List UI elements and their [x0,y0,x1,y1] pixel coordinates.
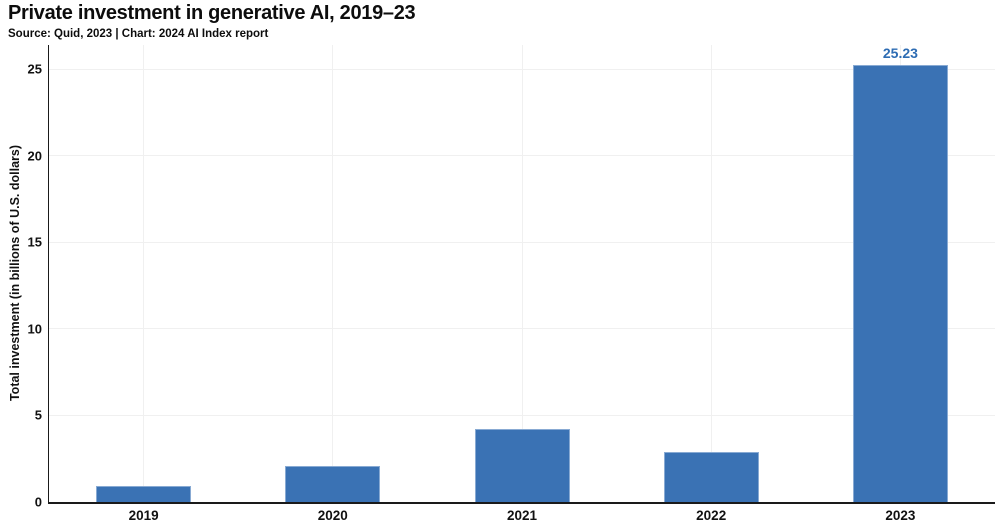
chart-title: Private investment in generative AI, 201… [8,2,416,24]
gridline-horizontal [49,155,995,157]
gridline-horizontal [49,414,995,416]
x-axis-line [47,501,995,504]
x-tick-label: 2019 [128,508,159,523]
y-tick-label: 10 [27,321,42,337]
gridline-horizontal [49,241,995,243]
bar [96,486,192,502]
x-tick-label: 2023 [885,508,916,523]
gridline-horizontal [49,328,995,330]
bar [285,465,381,502]
bar [852,65,948,502]
x-tick-label: 2021 [506,508,538,523]
y-tick-label: 5 [34,407,42,423]
y-tick-label: 15 [27,234,42,250]
bar-value-label: 25.23 [882,45,918,62]
y-axis-line [47,45,49,504]
bar [474,429,570,502]
y-tick-label: 0 [34,494,42,510]
bar [663,451,759,502]
gridline-horizontal [49,68,995,70]
y-tick-label: 20 [27,148,42,164]
gridline-vertical [332,45,334,502]
gridline-vertical [710,45,712,502]
x-tick-label: 2020 [317,508,348,523]
chart-source: Source: Quid, 2023 | Chart: 2024 AI Inde… [8,28,269,40]
gridline-vertical [143,45,145,502]
gridline-vertical [521,45,523,502]
y-tick-label: 25 [27,61,42,77]
x-tick-label: 2022 [696,508,727,523]
